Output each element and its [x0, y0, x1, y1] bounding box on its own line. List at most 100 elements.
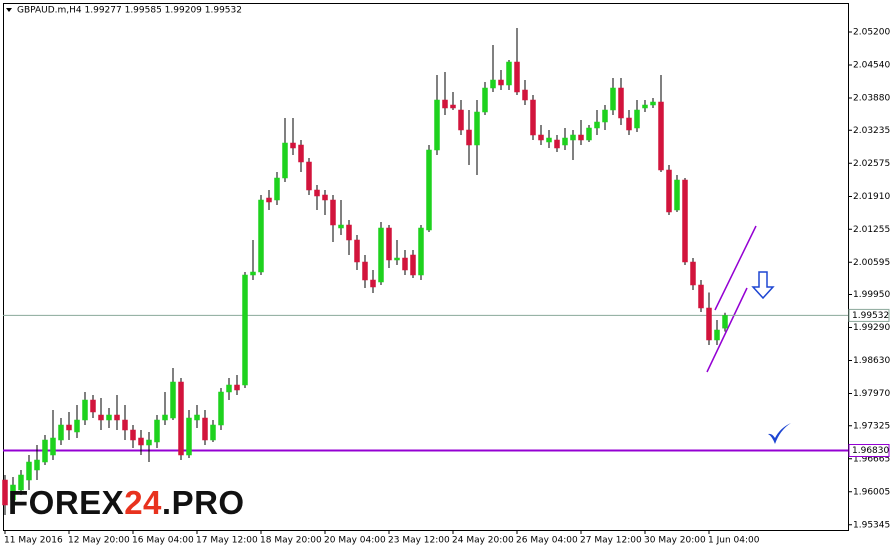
x-tick-label: 16 May 04:00 — [132, 536, 194, 546]
candle-body — [362, 261, 368, 281]
candle-body — [410, 254, 416, 276]
candle-body — [634, 109, 640, 129]
candle-body — [554, 139, 560, 149]
candle-body — [642, 104, 648, 109]
candle-body — [626, 117, 632, 131]
candle-body — [338, 224, 344, 229]
price-tag-label: 1.96830 — [852, 446, 889, 456]
x-tick-label: 26 May 04:00 — [516, 536, 578, 546]
candle-body — [202, 417, 208, 441]
candle-body — [18, 474, 24, 491]
candle-body — [138, 437, 144, 446]
candle-body — [658, 101, 664, 171]
y-tick-label: 1.97970 — [853, 389, 890, 399]
candle-body — [210, 424, 216, 441]
candle-body — [682, 179, 688, 263]
candle-body — [130, 429, 136, 441]
candle-body — [562, 137, 568, 146]
channel-line — [706, 287, 748, 373]
candle-body — [522, 89, 528, 101]
watermark-part: FOREX — [8, 484, 124, 521]
candle-body — [458, 109, 464, 131]
y-tick-label: 1.97325 — [853, 421, 890, 431]
candle-body — [514, 61, 520, 93]
candle-body — [434, 99, 440, 151]
candle-body — [498, 79, 504, 86]
candle-body — [266, 197, 272, 203]
candle-body — [122, 419, 128, 431]
candle-body — [234, 384, 240, 391]
y-tick-label: 2.00595 — [853, 258, 890, 268]
candle-body — [218, 391, 224, 426]
y-tick-label: 1.98630 — [853, 356, 890, 366]
candle-body — [258, 199, 264, 273]
candle-body — [698, 284, 704, 309]
watermark: FOREX24.PRO — [8, 484, 245, 521]
x-tick-label: 27 May 12:00 — [580, 536, 642, 546]
candle-body — [274, 177, 280, 201]
candle-body — [74, 419, 80, 433]
x-tick-label: 11 May 2016 — [4, 536, 63, 546]
candle-body — [442, 99, 448, 109]
candle-body — [578, 134, 584, 141]
candle-body — [66, 424, 72, 431]
y-tick-label: 2.03880 — [853, 94, 890, 104]
x-tick-label: 12 May 20:00 — [68, 536, 130, 546]
chart-title: GBPAUD.m,H4 1.99277 1.99585 1.99209 1.99… — [17, 6, 242, 16]
watermark-part: .PRO — [162, 484, 245, 521]
y-tick-label: 2.04540 — [853, 61, 890, 71]
candle-body — [690, 261, 696, 286]
x-tick-label: 30 May 20:00 — [644, 536, 706, 546]
x-tick-label: 23 May 12:00 — [388, 536, 450, 546]
x-tick-label: 17 May 12:00 — [196, 536, 258, 546]
plot-frame — [3, 3, 849, 531]
down-arrow — [751, 271, 775, 300]
candle-body — [226, 384, 232, 393]
candle-body — [370, 279, 376, 288]
candle-body — [290, 142, 296, 149]
y-tick-label: 2.02575 — [853, 159, 890, 169]
candle-body — [194, 414, 200, 421]
price-tag — [848, 308, 890, 322]
candle-body — [602, 109, 608, 123]
candle-body — [146, 439, 152, 446]
candle-body — [306, 161, 312, 191]
candle-body — [282, 142, 288, 179]
candle-body — [298, 144, 304, 163]
candle-body — [402, 257, 408, 271]
candle-body — [98, 414, 104, 421]
candle-body — [170, 381, 176, 419]
candle-body — [714, 329, 720, 341]
candle-body — [586, 127, 592, 141]
candle-body — [650, 101, 656, 106]
candle-body — [90, 399, 96, 413]
y-tick-label: 2.03235 — [853, 126, 890, 136]
check-mark — [768, 423, 791, 444]
candle-body — [330, 199, 336, 226]
candle-body — [386, 227, 392, 261]
candle-body — [506, 61, 512, 86]
candle-body — [322, 194, 328, 201]
candle-body — [242, 274, 248, 386]
price-tag-label: 1.99532 — [852, 311, 889, 321]
candle-body — [466, 129, 472, 146]
candle-body — [610, 87, 616, 111]
candle-body — [314, 189, 320, 197]
candle-body — [162, 414, 168, 421]
candle-body — [378, 227, 384, 283]
candle-body — [186, 417, 192, 456]
x-tick-label: 18 May 20:00 — [260, 536, 322, 546]
candle-body — [10, 484, 16, 501]
y-tick-label: 1.99290 — [853, 323, 890, 333]
candle-body — [490, 79, 496, 89]
candle-body — [426, 149, 432, 231]
candle-body — [26, 461, 32, 481]
candle-body — [154, 419, 160, 443]
candle-body — [2, 479, 8, 506]
candle-body — [618, 87, 624, 119]
candle-body — [706, 307, 712, 341]
candle-body — [42, 439, 48, 463]
x-tick-label: 1 Jun 04:00 — [708, 536, 760, 546]
candle-body — [594, 121, 600, 129]
